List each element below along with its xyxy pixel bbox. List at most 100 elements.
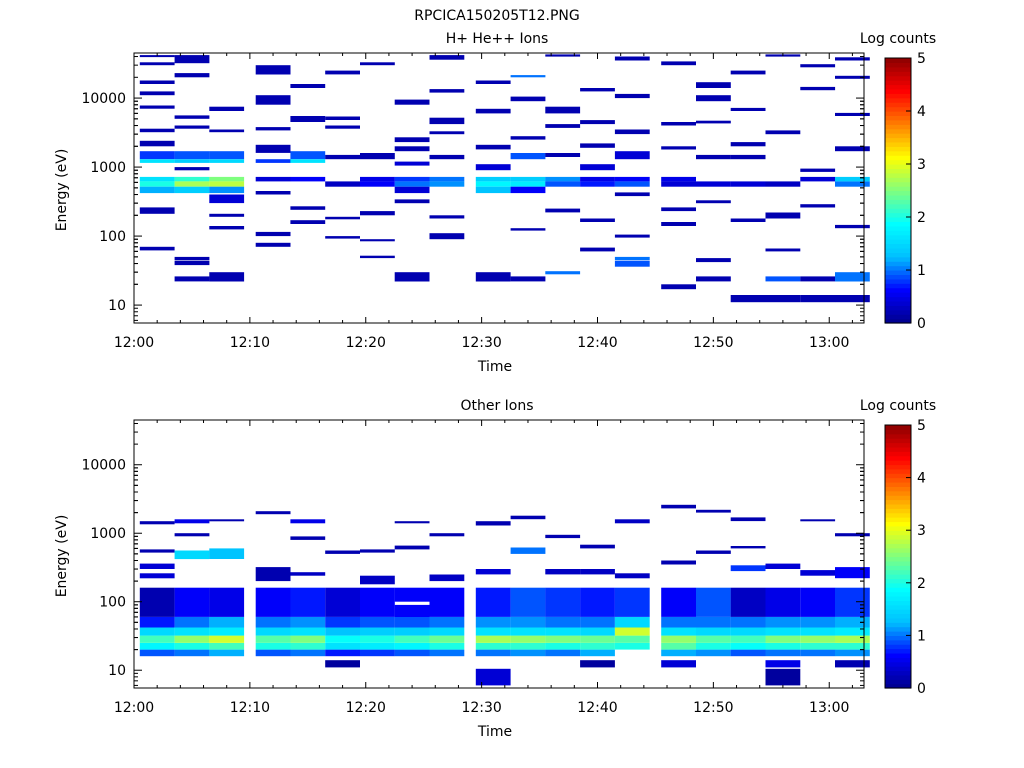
heatmap-cell xyxy=(835,627,870,636)
heatmap-cell xyxy=(360,575,395,585)
colorbar-segment xyxy=(885,595,911,601)
x-tick-label: 12:50 xyxy=(693,700,733,716)
heatmap-cell xyxy=(696,82,731,88)
heatmap-cell xyxy=(545,569,581,575)
heatmap-cell xyxy=(614,56,650,61)
heatmap-cell xyxy=(730,643,766,650)
colorbar-segment xyxy=(885,88,911,94)
colorbar: 0 1 2 3 4 5 Log counts xyxy=(860,398,936,697)
heatmap-cell xyxy=(800,570,836,576)
x-tick-label: 13:00 xyxy=(809,335,849,351)
heatmap-cell xyxy=(475,164,511,171)
heatmap-cell xyxy=(394,176,430,182)
heatmap-cell xyxy=(614,643,650,650)
colorbar-segment xyxy=(885,525,911,531)
heatmap-cell xyxy=(661,660,696,668)
heatmap-cell xyxy=(580,544,615,549)
colorbar-tick-label: 4 xyxy=(917,471,926,487)
heatmap-cell xyxy=(696,509,731,513)
colorbar-segment xyxy=(885,221,911,227)
heatmap-cell xyxy=(394,616,430,628)
colorbar-segment xyxy=(885,587,911,593)
heatmap-cell xyxy=(255,587,291,617)
heatmap-cell xyxy=(510,627,546,636)
heatmap-cell xyxy=(835,295,870,303)
colorbar-segment xyxy=(885,314,911,320)
heatmap-cell xyxy=(545,124,581,128)
heatmap-cell xyxy=(580,164,615,171)
heatmap-cell xyxy=(360,176,395,182)
colorbar-segment xyxy=(885,309,911,315)
heatmap-cell xyxy=(429,176,465,182)
heatmap-cell xyxy=(696,120,731,124)
colorbar-segment xyxy=(885,666,911,672)
heatmap-cell xyxy=(429,649,465,657)
heatmap-cell xyxy=(209,587,245,617)
x-tick-label: 13:00 xyxy=(809,700,849,716)
colorbar-segment xyxy=(885,512,911,518)
heatmap-cell xyxy=(290,643,326,650)
heatmap-cell xyxy=(209,186,245,194)
heatmap-cell xyxy=(730,154,766,160)
heatmap-cell xyxy=(139,62,175,66)
heatmap-cell xyxy=(255,127,291,131)
colorbar-segment xyxy=(885,591,911,597)
colorbar-segment xyxy=(885,574,911,580)
heatmap-cell xyxy=(545,176,581,182)
heatmap-cell xyxy=(835,224,870,229)
colorbar-segment xyxy=(885,433,911,439)
colorbar-segment xyxy=(885,58,911,64)
heatmap-cell xyxy=(139,151,175,160)
heatmap-cell xyxy=(614,234,650,238)
heatmap-cell xyxy=(174,260,210,266)
colorbar-segment xyxy=(885,150,911,156)
heatmap-cells xyxy=(139,54,870,303)
heatmap-cell xyxy=(429,181,465,187)
colorbar-segment xyxy=(885,508,911,514)
heatmap-cell xyxy=(475,176,511,182)
x-axis-label: Time xyxy=(477,724,512,740)
colorbar-segment xyxy=(885,635,911,641)
colorbar-tick-label: 0 xyxy=(917,316,926,332)
heatmap-cell xyxy=(360,643,395,650)
heatmap-cell xyxy=(360,635,395,643)
heatmap-cell xyxy=(325,627,360,636)
heatmap-cell xyxy=(661,222,696,226)
colorbar-segment xyxy=(885,490,911,496)
colorbar-label: Log counts xyxy=(860,31,936,47)
colorbar-segment xyxy=(885,530,911,536)
heatmap-cell xyxy=(325,236,360,239)
colorbar-segment xyxy=(885,172,911,178)
heatmap-cell xyxy=(394,649,430,657)
y-tick-label: 100 xyxy=(99,595,126,611)
heatmap-cell xyxy=(580,569,615,575)
heatmap-cell xyxy=(510,75,546,78)
colorbar-segment xyxy=(885,305,911,311)
heatmap-cell xyxy=(209,616,245,628)
heatmap-cell xyxy=(545,534,581,539)
heatmap-cell xyxy=(696,276,731,282)
colorbar-segment xyxy=(885,477,911,483)
heatmap-cell xyxy=(800,176,836,182)
heatmap-cell xyxy=(475,521,511,526)
heatmap-cell xyxy=(394,627,430,636)
heatmap-cell xyxy=(290,220,326,224)
colorbar-segment xyxy=(885,155,911,161)
heatmap-cell xyxy=(730,546,766,549)
heatmap-cell xyxy=(614,256,650,261)
y-tick-label: 100 xyxy=(99,229,126,245)
heatmap-cell xyxy=(510,515,546,520)
colorbar-segment xyxy=(885,124,911,130)
colorbar-segment xyxy=(885,137,911,143)
heatmap-cell xyxy=(835,587,870,617)
heatmap-cell xyxy=(545,616,581,628)
y-axis: 10 100 1000 10000 Energy (eV) xyxy=(54,56,864,321)
colorbar-segment xyxy=(885,556,911,562)
heatmap-cell xyxy=(290,151,326,160)
heatmap-cell xyxy=(325,643,360,650)
heatmap-cell xyxy=(429,215,465,219)
heatmap-cell xyxy=(661,61,696,66)
heatmap-cell xyxy=(475,649,511,657)
heatmap-cell xyxy=(139,105,175,109)
heatmap-cell xyxy=(835,272,870,282)
